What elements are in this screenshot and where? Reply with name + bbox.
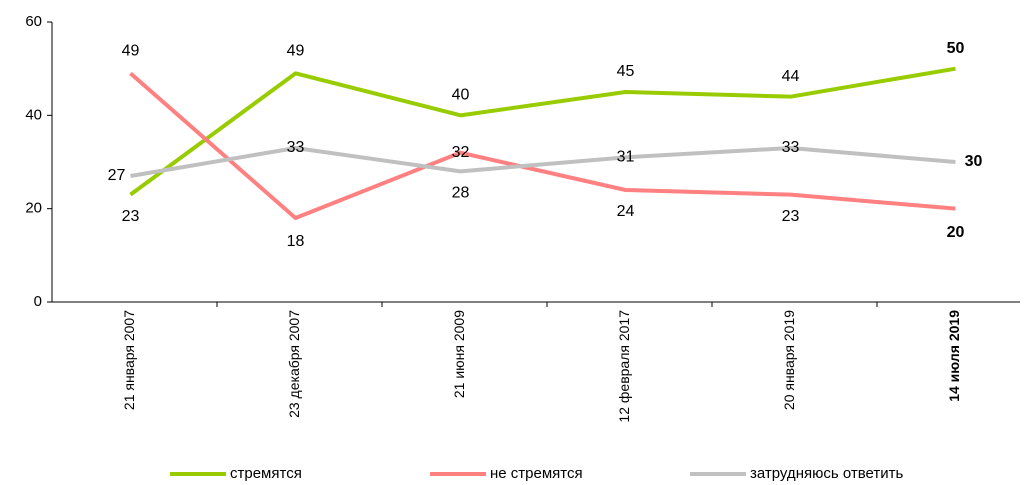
data-label: 44 (782, 68, 800, 85)
x-tick-label: 23 декабря 2007 (286, 310, 302, 418)
data-label: 32 (452, 144, 470, 161)
legend-label: стремятся (230, 465, 302, 482)
x-tick-label: 12 февраля 2017 (616, 310, 632, 423)
series-line (129, 66, 956, 197)
y-tick-label: 40 (25, 106, 42, 123)
data-label: 40 (452, 87, 470, 104)
data-label: 33 (287, 139, 305, 156)
legend-label: не стремятся (490, 465, 583, 482)
data-label: 49 (122, 43, 140, 60)
x-tick-label: 21 января 2007 (121, 310, 137, 410)
data-label: 33 (782, 139, 800, 156)
data-label: 18 (287, 233, 305, 250)
data-label: 31 (617, 149, 635, 166)
data-label: 24 (617, 203, 635, 220)
data-label: 50 (947, 40, 965, 57)
data-label: 20 (947, 224, 965, 241)
y-tick-label: 60 (25, 13, 42, 30)
x-tick-label: 21 июня 2009 (451, 310, 467, 398)
data-label: 30 (965, 153, 983, 170)
y-tick-label: 0 (34, 293, 42, 310)
y-tick-label: 20 (25, 200, 42, 217)
data-label: 23 (122, 208, 140, 225)
data-label: 27 (108, 167, 126, 184)
x-tick-label: 14 июля 2019 (946, 310, 962, 402)
series-line (130, 146, 956, 178)
series-line (129, 71, 956, 220)
data-label: 28 (452, 185, 470, 202)
legend-label: затрудняюсь ответить (750, 465, 903, 482)
x-tick-label: 20 января 2019 (781, 310, 797, 410)
data-label: 49 (287, 43, 305, 60)
data-label: 23 (782, 208, 800, 225)
data-label: 45 (617, 63, 635, 80)
